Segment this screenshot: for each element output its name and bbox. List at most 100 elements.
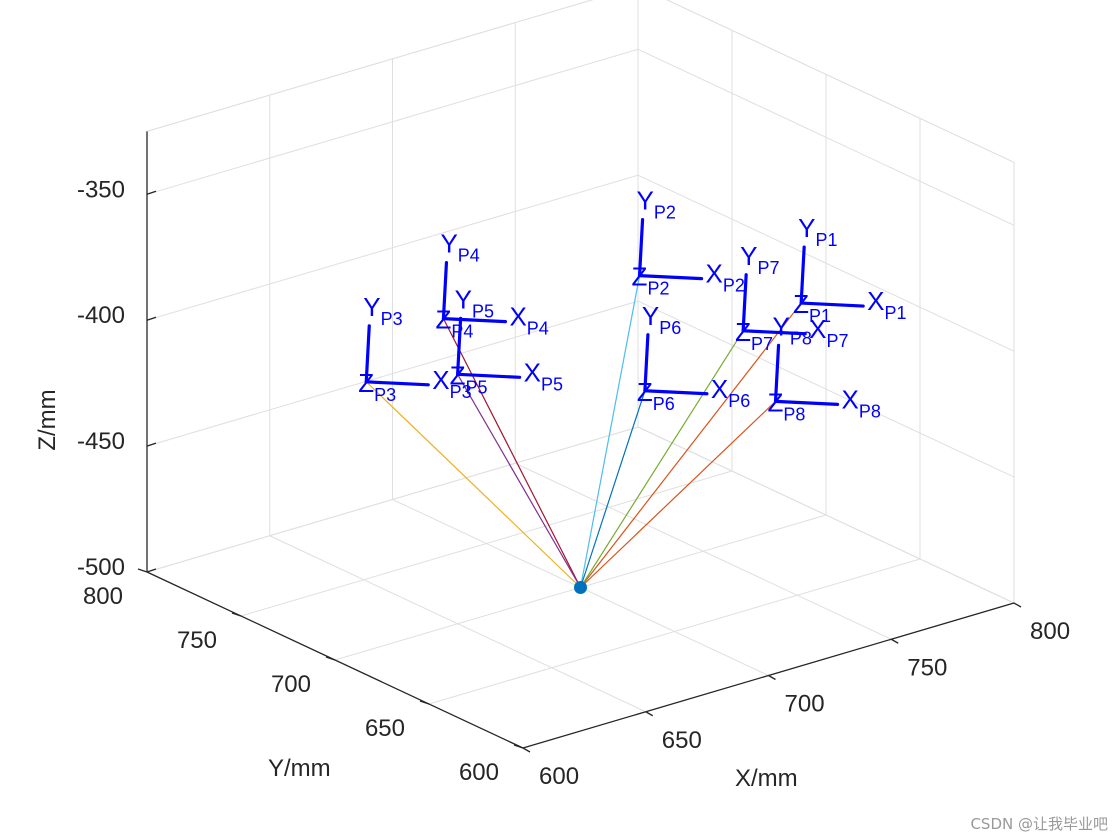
z-tick-label: -500 xyxy=(77,554,125,581)
frame-y-axis xyxy=(773,343,781,403)
frame-x-label: XP3 xyxy=(432,365,471,402)
frame-x-axis xyxy=(364,380,430,387)
ray-p5 xyxy=(457,374,582,588)
grid-line-back-z xyxy=(146,300,639,447)
frame-z-label: ZP4 xyxy=(435,305,473,342)
x-tick-mark xyxy=(522,747,531,753)
frame-x-label: XP2 xyxy=(706,259,745,296)
frame-z-label: ZP8 xyxy=(768,387,806,424)
frame-y-label: YP2 xyxy=(637,186,676,223)
z-tick-mark xyxy=(146,190,157,195)
frame-x-label: XP4 xyxy=(509,302,548,339)
y-tick-mark xyxy=(325,656,336,661)
frame-p4: XP4 YP4 ZP4 xyxy=(435,229,548,342)
ray-p4 xyxy=(442,318,582,588)
frame-z-label: ZP7 xyxy=(735,317,773,354)
frame-z-label: ZP5 xyxy=(450,360,488,397)
grid-lines xyxy=(146,0,1015,749)
frame-y-axis xyxy=(643,333,650,393)
x-tick-mark xyxy=(890,638,899,644)
z-tick-label: -400 xyxy=(77,302,125,329)
grid-line-back-z xyxy=(146,48,639,195)
box-edge xyxy=(146,0,594,132)
frame-x-label: XP8 xyxy=(842,384,881,421)
y-tick-mark xyxy=(419,700,430,705)
frame-p7: XP7 YP7 ZP7 xyxy=(735,241,848,354)
y-tick-mark xyxy=(231,612,242,617)
frame-y-label: YP6 xyxy=(642,301,681,338)
frame-p1: XP1 YP1 ZP1 xyxy=(793,213,906,326)
x-axis-title: X/mm xyxy=(735,765,798,792)
x-tick-label: 700 xyxy=(785,691,825,718)
ray-p8 xyxy=(580,400,776,588)
ray-lines xyxy=(365,275,802,594)
frame-z-label: ZP6 xyxy=(637,377,675,414)
y-tick-mark xyxy=(137,568,148,573)
frame-x-axis xyxy=(456,372,522,379)
x-tick-mark xyxy=(768,674,776,681)
y-axis-title: Y/mm xyxy=(268,755,331,782)
x-tick-label: 750 xyxy=(907,654,947,681)
x-tick-label: 600 xyxy=(539,763,579,790)
z-tick-mark xyxy=(146,568,157,573)
z-tick-mark xyxy=(146,316,157,321)
grid-line-back-z xyxy=(146,174,639,321)
watermark-text: CSDN @让我毕业吧 xyxy=(970,815,1108,833)
z-axis-title: Z/mm xyxy=(34,389,61,450)
frame-y-axis xyxy=(456,316,463,376)
frame-z-label: ZP1 xyxy=(793,289,831,326)
frame-x-label: XP5 xyxy=(524,357,563,394)
frame-x-axis xyxy=(773,399,840,406)
grid-line-floor-y xyxy=(428,558,921,705)
frame-y-label: YP7 xyxy=(740,241,779,278)
frame-x-label: XP7 xyxy=(809,314,848,351)
coordinate-frames: XP1 YP1 ZP1 XP2 YP2 ZP2 XP3 YP3 ZP3 XP4 YP4 ZP4 XP5 Y… xyxy=(358,186,906,425)
grid-line-back-z xyxy=(146,426,639,573)
frame-x-axis xyxy=(643,389,709,396)
grid-line-side-z xyxy=(637,174,1015,352)
grid-line-floor-y xyxy=(240,470,733,617)
x-tick-mark xyxy=(645,711,654,717)
axes xyxy=(137,131,1022,753)
frame-z-label: ZP3 xyxy=(358,368,396,405)
x-tick-mark xyxy=(1013,602,1022,608)
z-tick-label: -450 xyxy=(77,428,125,455)
box-edge xyxy=(665,0,1015,163)
frame-y-axis xyxy=(799,245,806,305)
y-tick-label: 650 xyxy=(365,715,405,742)
frame-y-label: YP8 xyxy=(773,311,812,348)
y-tick-mark xyxy=(513,744,524,749)
frame-y-label: YP4 xyxy=(440,229,479,266)
frame-p5: XP5 YP5 ZP5 xyxy=(450,284,563,397)
frame-x-label: XP6 xyxy=(711,374,750,411)
frame-y-axis xyxy=(741,273,748,333)
y-tick-label: 800 xyxy=(83,583,123,610)
frame-x-axis xyxy=(741,329,807,336)
frame-y-label: YP1 xyxy=(798,213,837,250)
z-tick-label: -350 xyxy=(77,176,125,203)
y-tick-label: 600 xyxy=(459,759,499,786)
tick-labels: 600 650 700 750 800 600 650 700 750 800 -350 -400 -4… xyxy=(77,176,1070,790)
frame-p2: XP2 YP2 ZP2 xyxy=(632,186,745,299)
frame-y-axis xyxy=(441,261,449,321)
grid-line-side-z xyxy=(637,426,1015,604)
x-tick-label: 800 xyxy=(1030,618,1070,645)
frame-p6: XP6 YP6 ZP6 xyxy=(637,301,750,414)
frame-y-label: YP3 xyxy=(363,292,402,329)
frame-x-axis xyxy=(441,317,508,324)
frame-z-label: ZP2 xyxy=(632,262,670,299)
frame-x-label: XP1 xyxy=(867,286,906,323)
frame-y-axis xyxy=(637,218,645,278)
frame-x-axis xyxy=(799,301,865,308)
frame-p8: XP8 YP8 ZP8 xyxy=(768,311,881,424)
frame-y-axis xyxy=(364,324,371,384)
frame-y-label: YP5 xyxy=(455,284,494,321)
x-tick-label: 650 xyxy=(662,727,702,754)
frame-x-axis xyxy=(637,274,704,281)
ray-p3 xyxy=(365,381,581,588)
y-tick-label: 750 xyxy=(177,627,217,654)
y-tick-label: 700 xyxy=(271,671,311,698)
origin-point xyxy=(574,581,587,594)
z-tick-mark xyxy=(146,442,157,447)
